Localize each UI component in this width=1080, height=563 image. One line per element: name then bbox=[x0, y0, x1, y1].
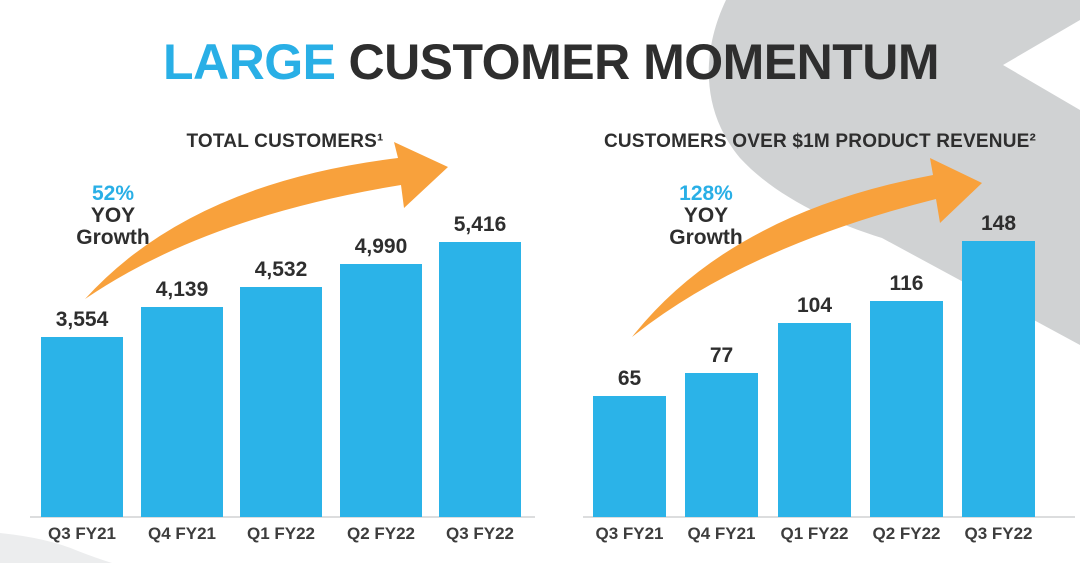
bar bbox=[340, 264, 422, 517]
bar-value-label: 104 bbox=[796, 294, 833, 317]
bar bbox=[962, 241, 1035, 517]
bar-category-label: Q4 FY21 bbox=[147, 524, 217, 543]
bar-value-label: 4,990 bbox=[354, 235, 408, 258]
bar bbox=[240, 287, 322, 517]
bar-category-label: Q3 FY21 bbox=[47, 524, 117, 543]
bar-value-label: 116 bbox=[889, 272, 924, 295]
chart-customers-over-1m: CUSTOMERS OVER $1M PRODUCT REVENUE² 128%… bbox=[580, 125, 1075, 555]
page-title-rest: CUSTOMER MOMENTUM bbox=[348, 34, 940, 90]
bar-category-label: Q1 FY22 bbox=[780, 524, 849, 543]
bar-category-label: Q2 FY22 bbox=[872, 524, 941, 543]
bar bbox=[141, 307, 223, 517]
bar-value-label: 77 bbox=[709, 344, 734, 367]
bar bbox=[593, 396, 666, 517]
bar bbox=[870, 301, 943, 517]
bar-value-label: 65 bbox=[617, 367, 642, 390]
bar-value-label: 5,416 bbox=[453, 213, 507, 236]
x-axis-line bbox=[583, 516, 1075, 518]
bar-category-label: Q4 FY21 bbox=[687, 524, 756, 543]
bar-plot: 65 Q3 FY21 77 Q4 FY21 104 Q1 FY22 116 Q2 FY22 14… bbox=[580, 125, 1075, 555]
bar-plot: 3,554 Q3 FY21 4,139 Q4 FY21 4,532 Q1 FY22 4,99… bbox=[30, 125, 540, 555]
page-title: LARGE CUSTOMER MOMENTUM bbox=[22, 36, 1080, 88]
x-axis-line bbox=[30, 516, 535, 518]
bar-category-label: Q3 FY21 bbox=[595, 524, 664, 543]
bar-value-label: 148 bbox=[980, 212, 1017, 235]
bar-category-label: Q1 FY22 bbox=[246, 524, 316, 543]
bar bbox=[778, 323, 851, 517]
bar-category-label: Q3 FY22 bbox=[964, 524, 1033, 543]
bar bbox=[685, 373, 758, 517]
bar-category-label: Q2 FY22 bbox=[346, 524, 416, 543]
bar-value-label: 4,532 bbox=[254, 258, 308, 281]
bar bbox=[439, 242, 521, 517]
bar bbox=[41, 337, 123, 517]
page-title-highlight: LARGE bbox=[162, 34, 336, 90]
chart-title: CUSTOMERS OVER $1M PRODUCT REVENUE² bbox=[603, 131, 1037, 152]
bar-category-label: Q3 FY22 bbox=[445, 524, 515, 543]
chart-total-customers: TOTAL CUSTOMERS¹ 52% YOY Growth 3,554 Q3 … bbox=[30, 125, 540, 555]
bar-value-label: 3,554 bbox=[55, 308, 109, 331]
